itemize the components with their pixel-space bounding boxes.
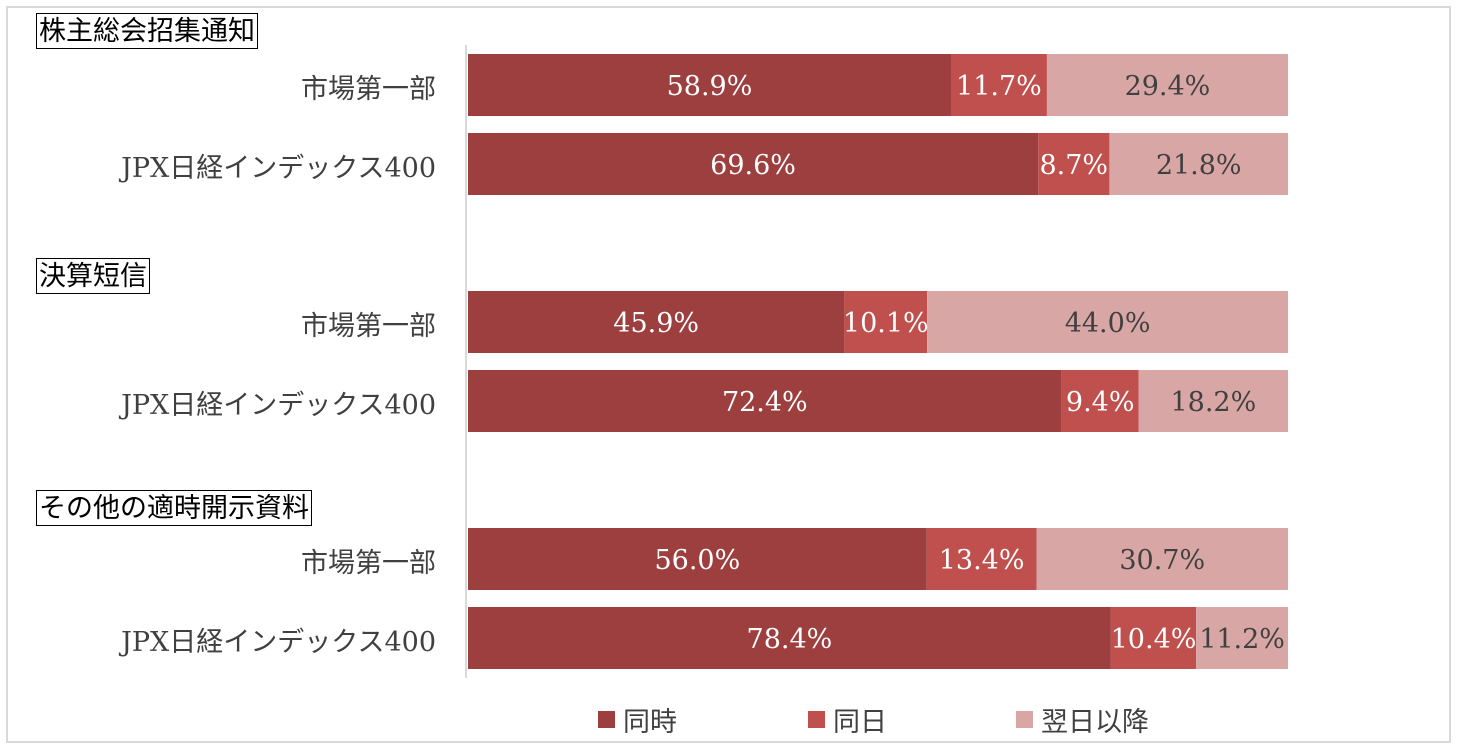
bar-value-label: 13.4% (939, 545, 1025, 576)
bar-segment (844, 291, 928, 353)
row-label: 市場第一部 (301, 311, 436, 342)
bar-value-label: 9.4% (1066, 387, 1135, 418)
legend-swatch (598, 711, 615, 728)
group-title-earnings: 決算短信 (36, 258, 150, 294)
bar-segment (1110, 607, 1197, 669)
bar-segment (926, 528, 1037, 590)
legend-item-simultaneous: 同時 (598, 700, 677, 739)
bar-value-label: 10.1% (843, 308, 929, 339)
bar-segment (1046, 54, 1288, 116)
bar-value-label: 21.8% (1156, 150, 1242, 181)
bar-value-label: 30.7% (1119, 545, 1205, 576)
bar-value-label: 18.2% (1170, 387, 1256, 418)
bar-segment (468, 54, 951, 116)
group-title-other: その他の適時開示資料 (36, 490, 312, 526)
bar-value-label: 10.4% (1111, 624, 1197, 655)
bar-value-label: 11.2% (1199, 624, 1285, 655)
bar-value-label: 44.0% (1065, 308, 1151, 339)
bar-value-label: 69.6% (710, 150, 796, 181)
bar-value-label: 45.9% (613, 308, 699, 339)
chart-frame (6, 6, 1451, 743)
bar-value-label: 78.4% (747, 624, 833, 655)
bar-segment (468, 370, 1062, 432)
bar-segment (468, 133, 1039, 195)
bar-value-label: 58.9% (667, 71, 753, 102)
bar-segment (1109, 133, 1288, 195)
bar-segment (1196, 607, 1288, 669)
bar-value-label: 72.4% (722, 387, 808, 418)
bar-value-label: 29.4% (1125, 71, 1211, 102)
row-label: JPX日経インデックス400 (121, 153, 436, 184)
bar-segment (1036, 528, 1288, 590)
bar-segment (950, 54, 1047, 116)
legend: 同時 同日 翌日以降 (0, 700, 1459, 739)
row-label: 市場第一部 (301, 548, 436, 579)
bar-value-label: 56.0% (654, 545, 740, 576)
bar-segment (1138, 370, 1288, 432)
bars-layer (468, 54, 1288, 669)
legend-label: 同日 (833, 707, 887, 738)
group-title-notice: 株主総会招集通知 (36, 13, 258, 49)
legend-label: 同時 (623, 707, 677, 738)
row-label: JPX日経インデックス400 (121, 390, 436, 421)
bar-value-label: 8.7% (1039, 150, 1108, 181)
legend-label: 翌日以降 (1041, 707, 1149, 738)
bar-segment (468, 291, 845, 353)
bar-segment (468, 528, 927, 590)
bar-segment (468, 607, 1111, 669)
bar-value-labels-layer: 58.9% 11.7% 29.4% 69.6% 8.7% 21.8% 45.9% 10.1% 4… (613, 71, 1285, 655)
bar-segment (1061, 370, 1139, 432)
legend-swatch (1016, 711, 1033, 728)
bar-value-label: 11.7% (956, 71, 1042, 102)
bar-segment (1038, 133, 1110, 195)
legend-item-next-day-or-later: 翌日以降 (1016, 700, 1149, 739)
legend-item-same-day: 同日 (808, 700, 887, 739)
bar-segment (927, 291, 1288, 353)
legend-swatch (808, 711, 825, 728)
row-label: 市場第一部 (301, 74, 436, 105)
row-label: JPX日経インデックス400 (121, 627, 436, 658)
